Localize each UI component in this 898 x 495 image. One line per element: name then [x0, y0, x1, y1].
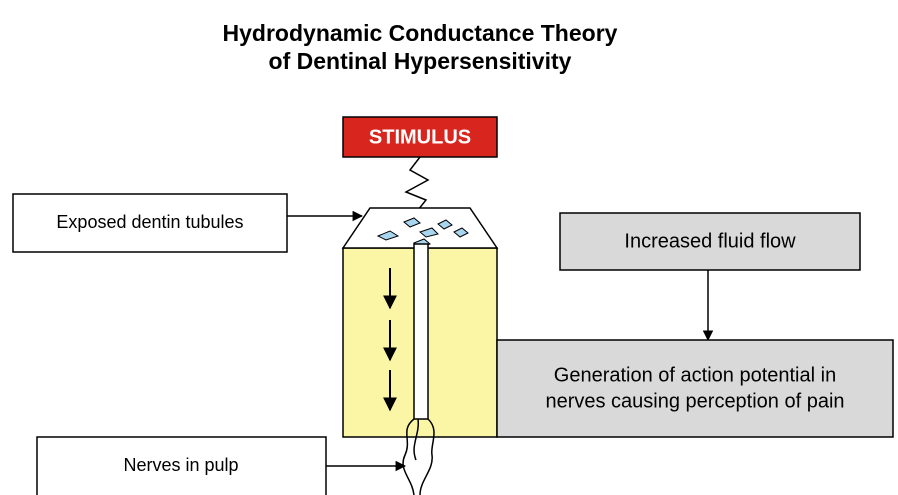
label-box: [36, 436, 327, 495]
flow-step: Generation of action potential in: [554, 364, 836, 386]
exposed-label: Exposed dentin tubules: [56, 212, 243, 232]
flow-box: [496, 339, 894, 438]
tubule-openings: [376, 217, 469, 249]
nerve: [402, 418, 435, 495]
label-box: [12, 193, 288, 253]
flow-step: nerves causing perception of pain: [545, 390, 844, 412]
flow-step: Increased fluid flow: [624, 230, 796, 252]
nerves-label: Nerves in pulp: [123, 455, 238, 475]
zigzag: [404, 156, 430, 211]
flow-box: [559, 212, 861, 271]
title-line: Hydrodynamic Conductance Theory: [223, 20, 618, 46]
title-line: of Dentinal Hypersensitivity: [269, 48, 572, 74]
stimulus-box: [342, 116, 498, 158]
stimulus-label: STIMULUS: [369, 126, 471, 148]
tubule: [413, 243, 429, 420]
